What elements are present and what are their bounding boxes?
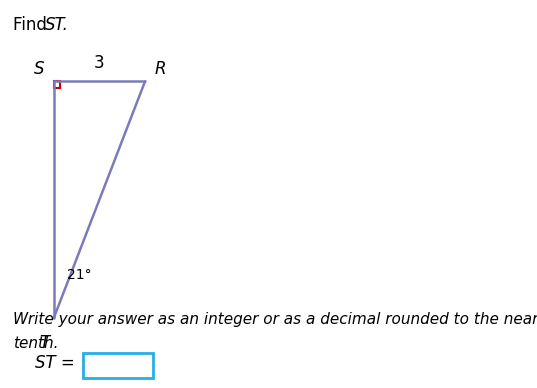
Text: ST.: ST.	[45, 16, 68, 33]
Text: Find: Find	[13, 16, 53, 33]
Text: T: T	[39, 334, 49, 352]
FancyBboxPatch shape	[83, 353, 153, 378]
Bar	[54, 81, 60, 88]
Text: Write your answer as an integer or as a decimal rounded to the nearest: Write your answer as an integer or as a …	[13, 312, 537, 327]
Text: tenth.: tenth.	[13, 336, 59, 351]
Text: S: S	[33, 60, 44, 78]
Text: 3: 3	[94, 54, 105, 72]
Text: 21°: 21°	[67, 268, 92, 282]
Text: R: R	[155, 60, 166, 78]
Text: ST =: ST =	[35, 354, 80, 372]
